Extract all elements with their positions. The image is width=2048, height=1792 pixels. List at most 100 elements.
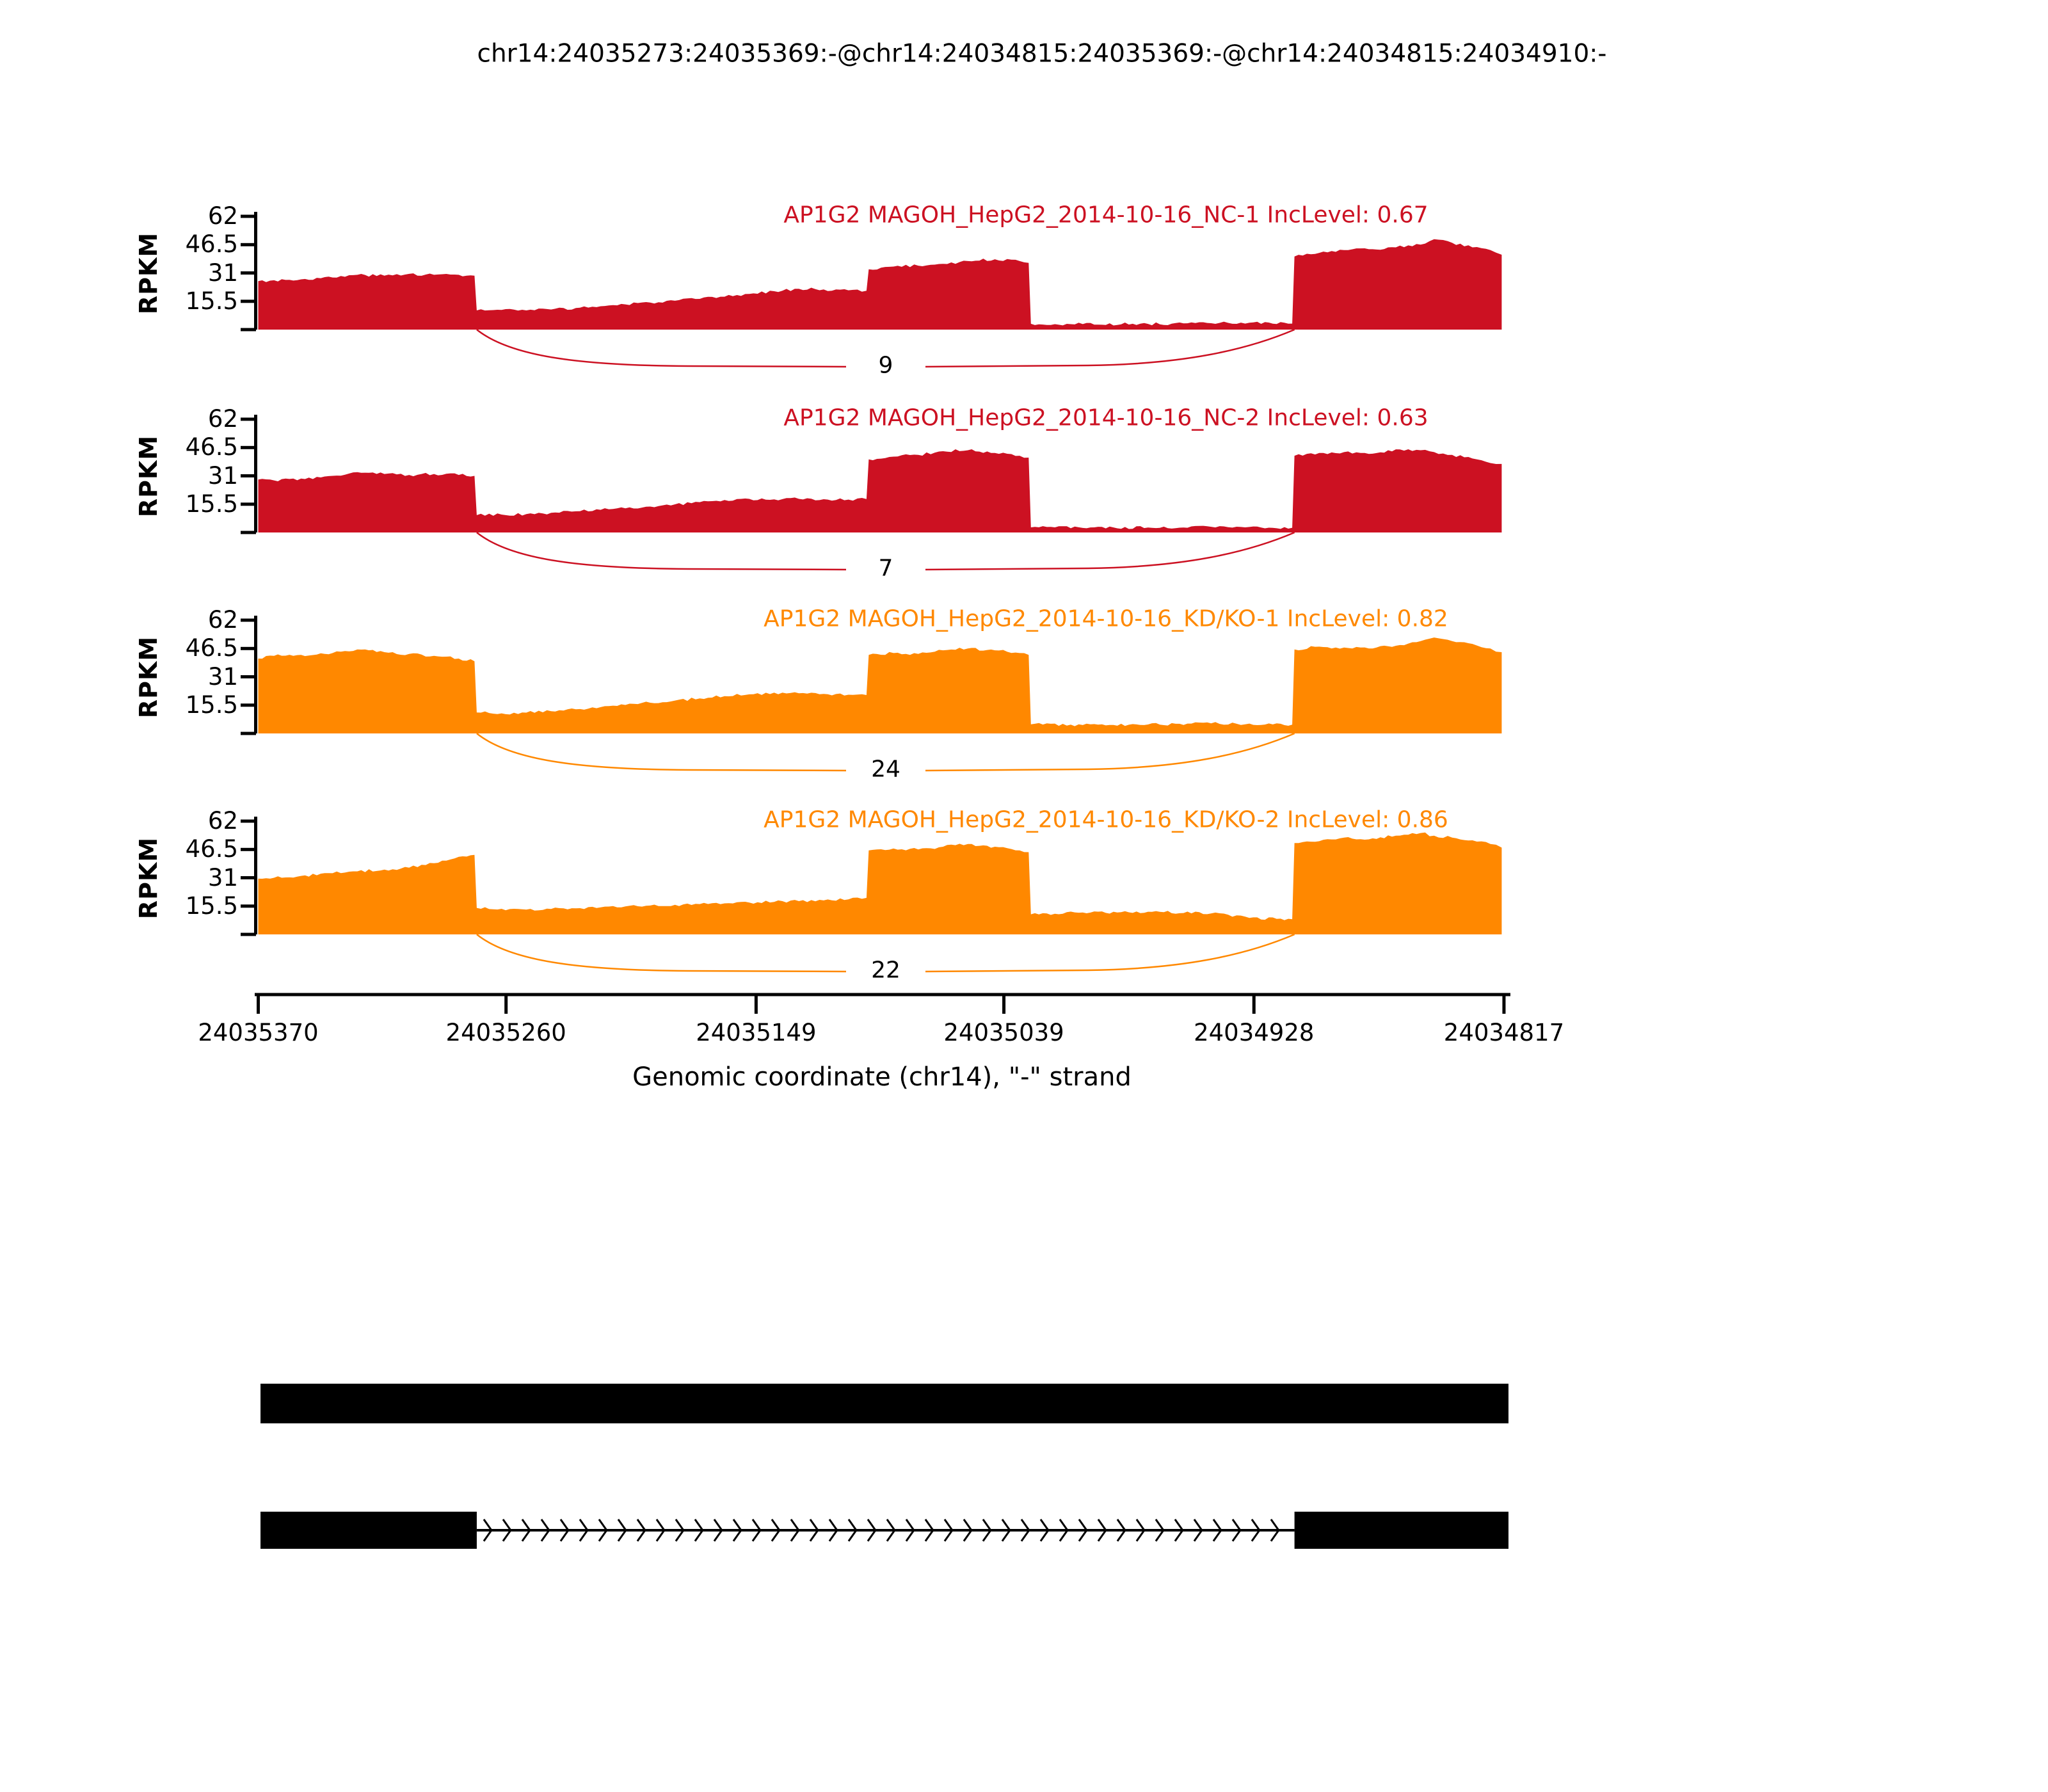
y-tick-label: 31 <box>207 863 238 892</box>
intron-direction-arrow <box>1251 1519 1261 1542</box>
y-tick-mark <box>241 618 256 622</box>
intron-direction-arrow <box>1212 1519 1222 1542</box>
track-panel-kdko1: AP1G2 MAGOH_HepG2_2014-10-16_KD/KO-1 Inc… <box>0 606 2048 787</box>
coverage-area-track2 <box>258 637 1502 733</box>
intron-direction-arrow <box>751 1519 762 1542</box>
y-tick-mark <box>241 904 256 908</box>
y-tick-mark <box>241 445 256 449</box>
x-tick-mark <box>1502 995 1506 1014</box>
track-panel-nc2: AP1G2 MAGOH_HepG2_2014-10-16_NC-2 IncLev… <box>0 405 2048 586</box>
intron-direction-arrow <box>636 1519 646 1542</box>
y-tick-mark <box>241 328 256 332</box>
y-tick-label: 62 <box>207 606 238 634</box>
gene-model-exon-skipping-isoform <box>1294 1512 1508 1549</box>
intron-direction-arrow <box>1155 1519 1165 1542</box>
intron-direction-arrow <box>790 1519 800 1542</box>
coverage-area-track3 <box>258 832 1502 934</box>
intron-direction-arrow <box>1270 1519 1280 1542</box>
track-title: AP1G2 MAGOH_HepG2_2014-10-16_NC-1 IncLev… <box>783 202 1428 228</box>
y-axis-spine <box>254 817 257 934</box>
junction-arc-left <box>476 934 847 973</box>
x-tick-mark <box>1002 995 1006 1014</box>
y-tick-mark <box>241 646 256 650</box>
intron-direction-arrow <box>1059 1519 1069 1542</box>
y-tick-mark <box>241 675 256 678</box>
intron-direction-arrow <box>867 1519 877 1542</box>
y-axis-spine <box>254 616 257 733</box>
y-tick-mark <box>241 271 256 275</box>
junction-arc-right <box>925 933 1295 973</box>
y-tick-mark <box>241 243 256 246</box>
x-tick-mark <box>504 995 508 1014</box>
intron-direction-arrow <box>617 1519 627 1542</box>
y-tick-mark <box>241 300 256 303</box>
intron-direction-arrow <box>886 1519 896 1542</box>
track-title: AP1G2 MAGOH_HepG2_2014-10-16_KD/KO-2 Inc… <box>764 806 1448 833</box>
x-tick-mark <box>754 995 758 1014</box>
intron-direction-arrow <box>924 1519 934 1542</box>
x-tick-label: 24035370 <box>198 1019 319 1046</box>
junction-count-label: 24 <box>865 756 907 783</box>
y-tick-mark <box>241 732 256 735</box>
y-tick-mark <box>241 819 256 823</box>
y-tick-label: 46.5 <box>185 634 238 662</box>
intron-direction-arrow <box>559 1519 570 1542</box>
y-tick-label: 62 <box>207 405 238 433</box>
gene-model-exon-inclusion-isoform <box>260 1384 1509 1423</box>
gene-model-intron-line <box>476 1529 1295 1532</box>
track-panel-kdko2: AP1G2 MAGOH_HepG2_2014-10-16_KD/KO-2 Inc… <box>0 807 2048 988</box>
intron-direction-arrow <box>579 1519 589 1542</box>
coverage-area-track0 <box>258 239 1502 330</box>
y-tick-label: 31 <box>207 662 238 691</box>
y-tick-mark <box>241 214 256 218</box>
track-title: AP1G2 MAGOH_HepG2_2014-10-16_KD/KO-1 Inc… <box>764 605 1448 632</box>
y-tick-label: 62 <box>207 202 238 230</box>
y-tick-mark <box>241 502 256 506</box>
x-tick-label: 24035260 <box>445 1019 566 1046</box>
intron-direction-arrow <box>713 1519 723 1542</box>
y-tick-mark <box>241 474 256 477</box>
y-tick-label: 15.5 <box>185 287 238 315</box>
intron-direction-arrow <box>828 1519 838 1542</box>
junction-count-label: 7 <box>872 555 900 582</box>
intron-direction-arrow <box>1020 1519 1030 1542</box>
coverage-area-track1 <box>258 449 1502 532</box>
x-tick-label: 24035039 <box>943 1019 1064 1046</box>
intron-direction-arrow <box>521 1519 531 1542</box>
y-tick-label: 15.5 <box>185 691 238 719</box>
y-tick-label: 15.5 <box>185 892 238 920</box>
junction-count-label: 9 <box>872 352 900 379</box>
y-tick-label: 31 <box>207 461 238 490</box>
intron-direction-arrow <box>847 1519 858 1542</box>
track-title: AP1G2 MAGOH_HepG2_2014-10-16_NC-2 IncLev… <box>783 404 1428 431</box>
intron-direction-arrow <box>675 1519 685 1542</box>
figure-title: chr14:24035273:24035369:-@chr14:24034815… <box>477 39 1607 68</box>
y-tick-mark <box>241 932 256 936</box>
intron-direction-arrow <box>982 1519 992 1542</box>
intron-direction-arrow <box>1135 1519 1146 1542</box>
intron-direction-arrow <box>1078 1519 1088 1542</box>
x-tick-mark <box>1252 995 1256 1014</box>
intron-direction-arrow <box>598 1519 608 1542</box>
x-tick-label: 24034817 <box>1443 1019 1565 1046</box>
junction-arc-right <box>925 732 1295 772</box>
junction-count-label: 22 <box>865 957 907 984</box>
intron-direction-arrow <box>1116 1519 1126 1542</box>
y-tick-mark <box>241 417 256 421</box>
y-tick-mark <box>241 847 256 851</box>
y-tick-label: 15.5 <box>185 490 238 518</box>
intron-direction-arrow <box>1001 1519 1011 1542</box>
intron-direction-arrow <box>1039 1519 1050 1542</box>
intron-direction-arrow <box>1174 1519 1184 1542</box>
intron-direction-arrow <box>732 1519 742 1542</box>
gene-model-exon-skipping-isoform <box>260 1512 477 1549</box>
intron-direction-arrow <box>963 1519 973 1542</box>
y-tick-label: 46.5 <box>185 433 238 461</box>
intron-direction-arrow <box>694 1519 704 1542</box>
intron-direction-arrow <box>809 1519 819 1542</box>
junction-arc-right <box>925 531 1295 571</box>
intron-direction-arrow <box>655 1519 666 1542</box>
y-tick-label: 62 <box>207 807 238 835</box>
